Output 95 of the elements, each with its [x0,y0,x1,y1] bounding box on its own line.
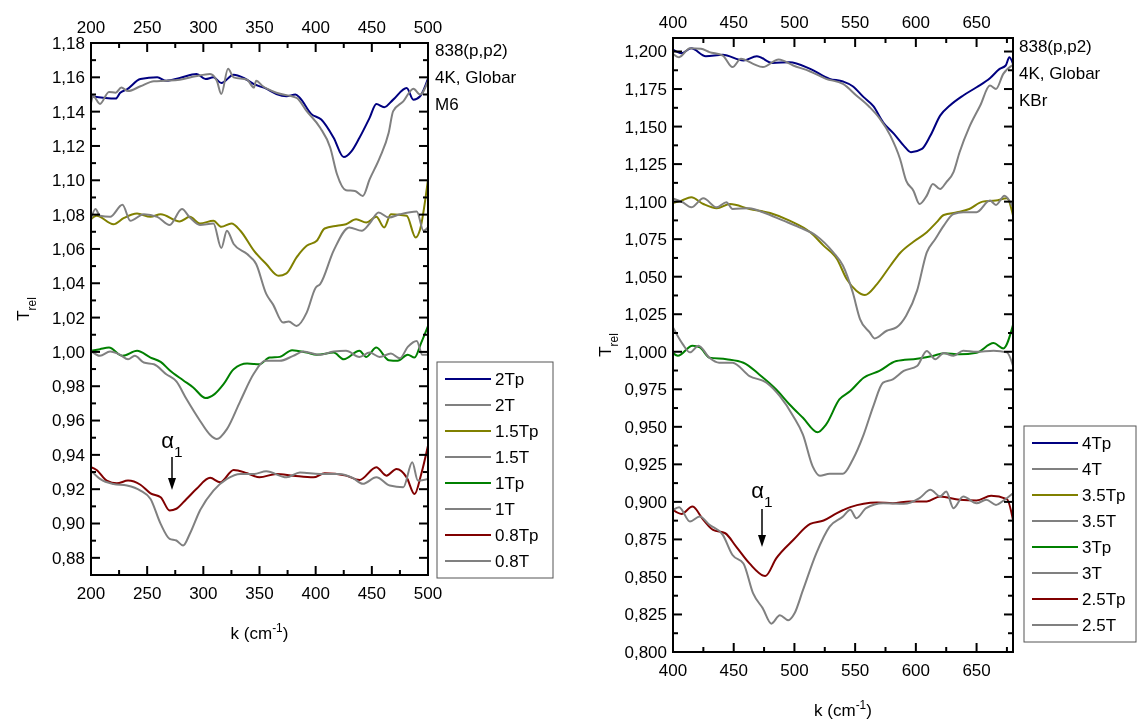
text: 4K, Globar [1019,64,1101,83]
legend-label: 0.8T [495,551,530,571]
text: M6 [435,95,459,114]
y-tick-label: 0,88 [51,548,85,568]
y-tick-label: 0,950 [624,417,667,437]
legend-label: 3.5Tp [1082,485,1126,505]
legend-label: 0.8Tp [495,525,539,545]
y-tick-label: 1,14 [51,102,85,122]
x-tick-label: 500 [413,18,443,37]
x2-tick-label: 300 [189,584,218,603]
y-tick-label: 0,90 [51,514,85,534]
x2-tick-label: 550 [840,661,870,680]
y-tick-label: 1,08 [51,205,85,225]
annotation: α$_{1}$ [161,428,183,460]
y-tick-label: 0,98 [51,377,85,397]
y-tick-label: 0,92 [51,480,85,500]
legend-label: 2.5T [1082,615,1117,635]
x-tick-label: 500 [780,13,809,32]
x-axis-title: k (cm$^{-1}$) [814,698,872,720]
line-series [673,488,1013,625]
legend-label: 3T [1082,563,1102,583]
y-tick-label: 1,200 [624,42,667,62]
y-tick-label: 0,800 [624,642,667,662]
x2-tick-label: 200 [76,584,106,603]
line-series [673,324,1013,434]
x2-tick-label: 450 [719,661,748,680]
y-tick-label: 1,02 [51,308,85,328]
legend-label: 1.5Tp [495,421,539,441]
x-tick-label: 600 [901,13,931,32]
line-series [673,47,1013,206]
y-tick-label: 1,16 [51,68,85,88]
x2-tick-label: 600 [901,661,931,680]
text: 838(p,p2) [435,41,508,60]
line-series [91,324,428,400]
legend-label: 3.5T [1082,511,1117,531]
x2-tick-label: 400 [658,661,688,680]
line-series [673,47,1013,154]
y-tick-label: 0,94 [51,445,85,465]
y-tick-label: 1,125 [624,155,667,175]
x-tick-label: 450 [719,13,748,32]
line-series [91,72,428,159]
text: 838(p,p2) [1019,37,1092,56]
x-tick-label: 550 [840,13,870,32]
text: 4K, Globar [435,68,517,87]
x-tick-label: 350 [245,18,274,37]
y-tick-label: 0,900 [624,492,667,512]
y-tick-label: 1,175 [624,79,667,99]
y-tick-label: 1,12 [51,136,85,156]
x-tick-label: 250 [132,18,162,37]
y-tick-label: 0,825 [624,605,667,625]
y-tick-label: 1,04 [51,274,85,294]
x2-tick-label: 450 [357,584,387,603]
y-tick-label: 0,975 [624,380,667,400]
y-tick-label: 0,875 [624,530,667,550]
legend-label: 1.5T [495,447,530,467]
x2-tick-label: 500 [780,661,809,680]
y-tick-label: 1,00 [51,342,85,362]
legend-label: 4T [1082,459,1102,479]
x-tick-label: 300 [189,18,218,37]
legend-label: 2T [495,395,515,415]
line-series [673,196,1013,297]
x-tick-label: 400 [658,13,688,32]
line-series [91,67,428,197]
line-series [673,326,1013,477]
x-tick-label: 450 [357,18,387,37]
y-tick-label: 0,925 [624,455,667,475]
y-tick-label: 0,850 [624,567,667,587]
legend-label: 1Tp [495,473,525,493]
y-tick-label: 1,10 [51,171,85,191]
y-tick-label: 1,100 [624,192,667,212]
x2-tick-label: 400 [301,584,330,603]
x2-tick-label: 650 [962,661,991,680]
legend-label: 4Tp [1082,433,1112,453]
x2-tick-label: 250 [132,584,162,603]
x-tick-label: 650 [962,13,991,32]
legend-label: 3Tp [1082,537,1112,557]
y-tick-label: 1,150 [624,117,667,137]
line-series [91,203,428,327]
x2-tick-label: 350 [245,584,274,603]
y-tick-label: 1,075 [624,230,667,250]
text: KBr [1019,91,1048,110]
x-axis-title: k (cm$^{-1}$) [230,621,289,643]
y-tick-label: 1,025 [624,305,667,325]
line-series [91,461,428,547]
y-tick-label: 0,96 [51,411,85,431]
legend-label: 2.5Tp [1082,589,1126,609]
line-series [673,194,1013,340]
y-tick-label: 1,050 [624,267,667,287]
x-tick-label: 400 [301,18,330,37]
legend-label: 2Tp [495,369,525,389]
annotation: α$_{1}$ [751,478,773,510]
x2-tick-label: 500 [413,584,443,603]
y-tick-label: 1,06 [51,239,85,259]
legend-label: 1T [495,499,515,519]
y-tick-label: 1,000 [624,342,667,362]
